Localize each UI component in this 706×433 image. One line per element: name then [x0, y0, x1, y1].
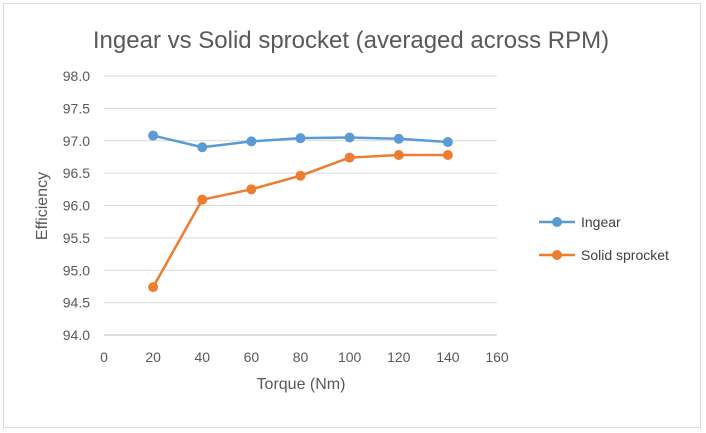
legend-marker — [552, 250, 562, 260]
data-point — [295, 133, 306, 144]
data-point — [197, 142, 208, 153]
legend-marker — [552, 217, 562, 227]
x-tick-label: 160 — [485, 349, 509, 365]
data-point — [246, 184, 257, 195]
data-point — [393, 149, 404, 160]
y-axis: 94.0 94.5 95.0 95.5 96.0 96.5 97.0 97.5 98.0 — [63, 68, 90, 343]
legend-item: Ingear — [539, 214, 621, 230]
legend: Ingear Solid sprocket — [539, 214, 669, 263]
x-tick-label: 20 — [145, 349, 161, 365]
x-axis: 0 20 40 60 80 100 120 140 160 — [100, 334, 509, 365]
series-group — [148, 130, 453, 293]
x-tick-label: 60 — [244, 349, 260, 365]
data-point — [197, 194, 208, 205]
y-tick-label: 97.0 — [63, 133, 90, 149]
y-tick-label: 94.0 — [63, 327, 90, 343]
chart-title: Ingear vs Solid sprocket (averaged acros… — [93, 27, 609, 54]
y-tick-label: 95.0 — [63, 262, 90, 278]
data-point — [148, 282, 159, 293]
x-tick-label: 100 — [338, 349, 362, 365]
data-point — [344, 152, 355, 163]
series-solid-sprocket — [148, 149, 453, 293]
y-tick-label: 98.0 — [63, 68, 90, 84]
x-tick-label: 80 — [293, 349, 309, 365]
series-ingear — [148, 130, 453, 153]
data-point — [442, 137, 453, 148]
y-tick-label: 96.0 — [63, 198, 90, 214]
y-tick-label: 96.5 — [63, 165, 90, 181]
chart-frame — [3, 3, 701, 428]
data-point — [393, 133, 404, 144]
x-tick-label: 140 — [436, 349, 460, 365]
data-point — [148, 130, 159, 141]
data-point — [344, 132, 355, 143]
x-tick-label: 120 — [387, 349, 411, 365]
legend-item: Solid sprocket — [539, 247, 669, 263]
legend-label: Solid sprocket — [581, 247, 669, 263]
x-axis-label: Torque (Nm) — [257, 376, 346, 393]
x-tick-label: 40 — [194, 349, 210, 365]
data-point — [442, 149, 453, 160]
data-point — [246, 136, 257, 147]
x-tick-label: 0 — [100, 349, 108, 365]
y-axis-label: Efficiency — [34, 172, 51, 240]
y-tick-label: 97.5 — [63, 100, 90, 116]
data-point — [295, 170, 306, 181]
legend-label: Ingear — [581, 214, 621, 230]
y-tick-label: 95.5 — [63, 230, 90, 246]
y-tick-label: 94.5 — [63, 295, 90, 311]
